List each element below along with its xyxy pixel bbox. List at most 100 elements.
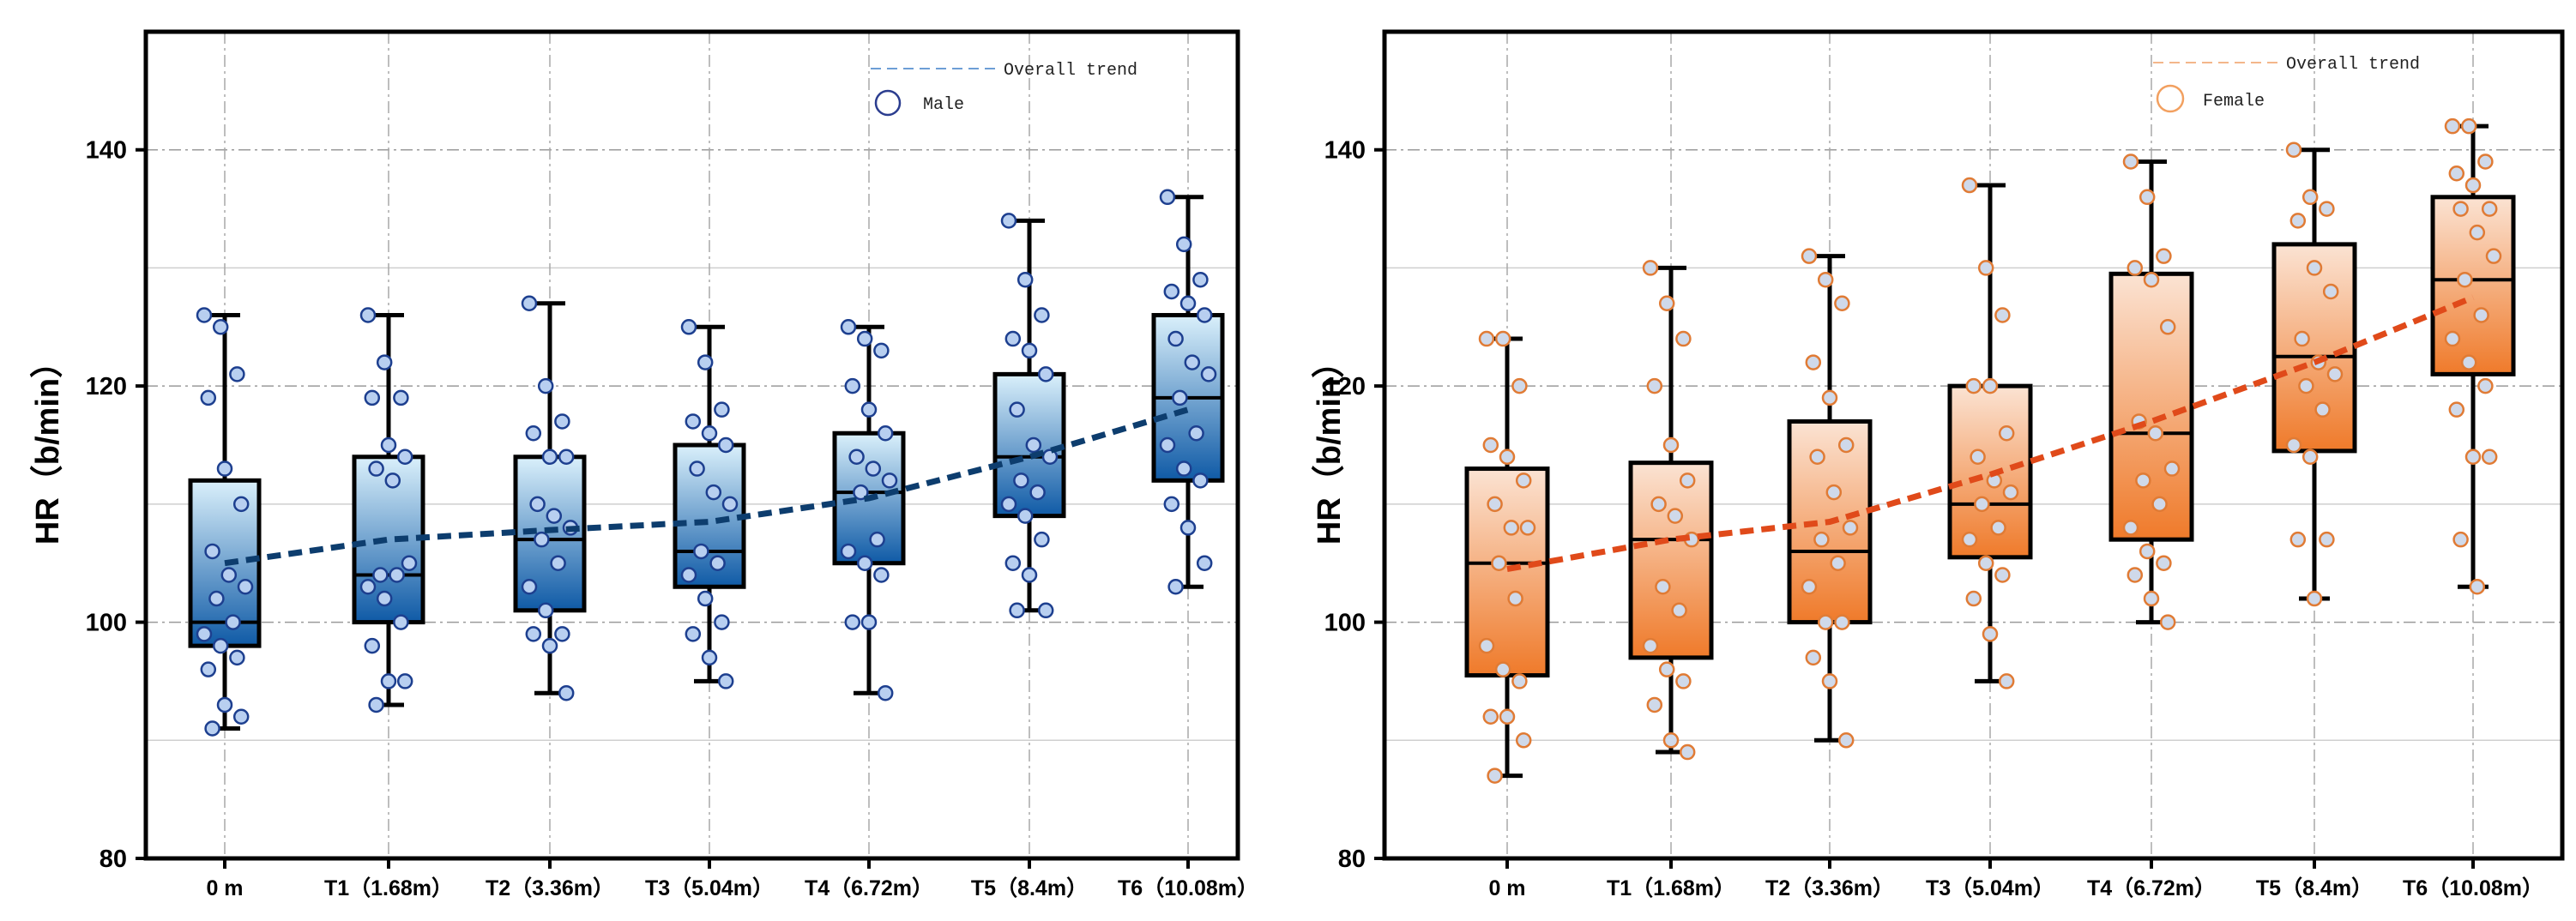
data-point — [541, 637, 558, 654]
data-point — [2452, 531, 2469, 548]
x-tick-label: T5（8.4m） — [971, 876, 1088, 900]
y-tick-label: 120 — [1324, 373, 1366, 400]
data-point — [196, 307, 213, 323]
data-point — [1805, 354, 1822, 370]
data-point — [521, 295, 538, 311]
male-legend: Overall trend Male — [871, 61, 1137, 117]
data-point — [2139, 189, 2156, 206]
data-point — [1977, 555, 1994, 571]
data-point — [709, 555, 726, 571]
data-point — [1192, 271, 1209, 288]
data-point — [1499, 448, 1516, 466]
data-point — [558, 684, 575, 701]
data-point — [389, 567, 405, 583]
data-point — [2147, 424, 2164, 442]
data-point — [2319, 201, 2335, 217]
data-point — [1830, 555, 1846, 571]
data-point — [2285, 436, 2302, 454]
data-point — [1037, 602, 1054, 619]
data-point — [2322, 283, 2339, 300]
data-point — [873, 567, 890, 583]
data-point — [1000, 213, 1017, 229]
boxplot-1 — [1464, 330, 1550, 784]
female-y-axis: 80 100 120 140 — [1324, 137, 1385, 873]
data-point — [697, 590, 714, 607]
data-point — [1817, 614, 1834, 630]
data-point — [2464, 448, 2482, 466]
data-point — [2127, 260, 2144, 276]
boxplot-6 — [992, 213, 1066, 619]
data-point — [1821, 673, 1838, 689]
data-point — [1646, 377, 1663, 394]
data-point — [1658, 295, 1675, 311]
data-point — [380, 436, 397, 454]
data-point — [2294, 330, 2310, 347]
data-point — [229, 649, 245, 666]
data-point — [2314, 401, 2331, 418]
data-point — [200, 389, 217, 406]
data-point — [2122, 520, 2139, 536]
data-point — [2143, 590, 2160, 607]
boxplot-3 — [1787, 248, 1873, 749]
x-tick-label: T1（1.68m） — [324, 876, 453, 900]
data-point — [1511, 673, 1528, 689]
data-point — [525, 626, 542, 642]
data-point — [376, 354, 393, 370]
data-point — [1982, 626, 1999, 642]
data-point — [680, 319, 697, 335]
x-tick-label: T3（5.04m） — [1926, 876, 2054, 900]
y-tick-label: 120 — [86, 373, 127, 400]
x-tick-label: T4（6.72m） — [805, 876, 933, 900]
data-point — [200, 661, 217, 677]
data-point — [844, 377, 861, 394]
data-point — [554, 626, 570, 642]
data-point — [848, 448, 865, 466]
data-point — [869, 531, 885, 548]
data-point — [2163, 460, 2181, 477]
female-x-axis: 0 m T1（1.68m） T2（3.36m） T3（5.04m） T4（6.72m） T… — [1488, 858, 2543, 900]
female-trend-layer — [1506, 294, 2475, 573]
male-legend-series-label: Male — [923, 95, 964, 115]
data-point — [2306, 260, 2323, 276]
data-point — [537, 377, 554, 394]
data-point — [2159, 614, 2176, 630]
data-point — [204, 720, 220, 737]
data-point — [2302, 189, 2319, 206]
x-tick-label: 0 m — [1488, 876, 1525, 900]
data-point — [844, 614, 861, 630]
data-point — [1679, 473, 1696, 489]
box-iqr — [1464, 467, 1550, 678]
boxplot-2 — [1628, 260, 1714, 761]
data-point — [2477, 377, 2494, 394]
data-point — [1662, 732, 1680, 749]
boxplot-4 — [1947, 177, 2033, 689]
data-point — [1021, 342, 1038, 359]
boxplot-1 — [188, 307, 262, 737]
x-tick-label: T1（1.68m） — [1607, 876, 1735, 900]
data-point — [550, 555, 566, 571]
data-point — [1650, 496, 1667, 513]
data-point — [204, 543, 220, 560]
data-point — [693, 543, 709, 560]
data-point — [705, 484, 722, 501]
data-point — [384, 473, 401, 489]
data-point — [1017, 271, 1034, 288]
data-point — [2464, 177, 2482, 194]
data-point — [1175, 460, 1192, 477]
data-point — [2122, 154, 2139, 170]
data-point — [860, 401, 878, 418]
data-point — [1990, 520, 2006, 536]
data-point — [2298, 377, 2314, 394]
data-point — [2151, 496, 2168, 513]
data-point — [359, 579, 377, 595]
y-tick-label: 80 — [1338, 846, 1366, 873]
data-point — [1998, 673, 2015, 689]
box-iqr — [2108, 271, 2194, 542]
data-point — [368, 696, 384, 713]
data-point — [2326, 366, 2344, 382]
female-chart-panel: 80 100 120 140 0 m T1（1.68m） T2（3.36m） T3（5.04… — [1312, 29, 2565, 900]
female-legend-series-label: Female — [2203, 92, 2265, 111]
male-chart-panel: 80 100 120 140 0 m T1（1.68m） T2（3.36m） T3（5.04… — [30, 29, 1258, 900]
data-point — [1163, 283, 1180, 300]
data-point — [2002, 484, 2019, 501]
